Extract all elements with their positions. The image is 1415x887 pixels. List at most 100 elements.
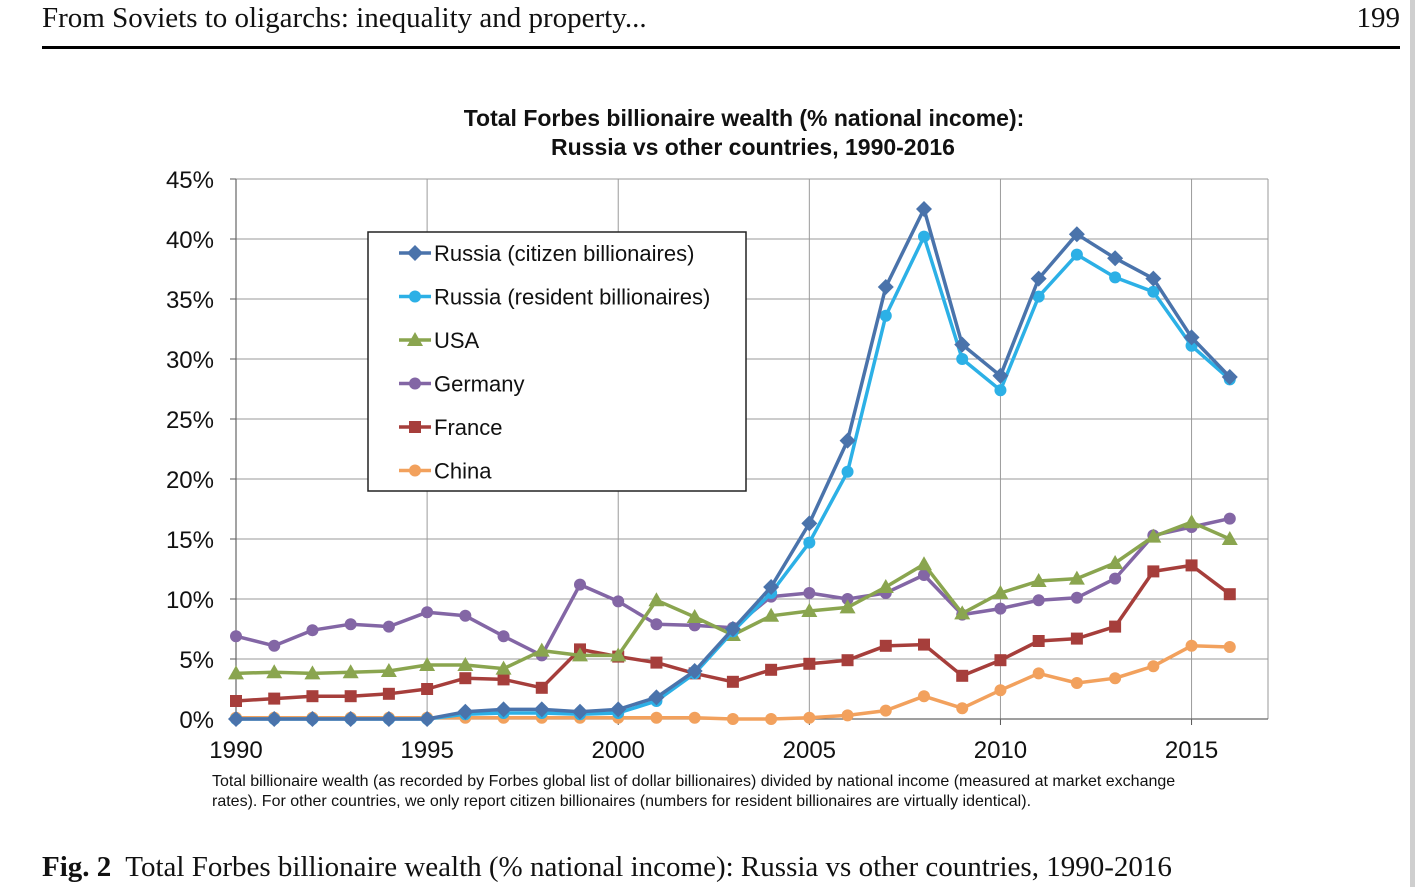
data-point-russia-citizen-billionaires [457, 703, 474, 720]
data-point-russia-resident-billionaires [879, 309, 892, 322]
data-point-germany [574, 578, 586, 591]
data-point-china [765, 713, 778, 725]
data-point-russia-citizen-billionaires [801, 515, 818, 532]
data-point-russia-resident-billionaires [841, 465, 854, 478]
data-point-russia-resident-billionaires [918, 230, 930, 243]
figure-caption-text: Total Forbes billionaire wealth (% natio… [125, 851, 1172, 883]
x-tick-label: 2000 [592, 737, 645, 764]
data-point-france [535, 681, 548, 694]
data-point-russia-citizen-billionaires [304, 711, 321, 727]
data-point-russia-citizen-billionaires [1107, 250, 1124, 267]
data-point-usa [228, 665, 244, 680]
data-point-usa [304, 665, 321, 680]
legend-label-russia-citizen-billionaires: Russia (citizen billionaires) [434, 241, 694, 266]
data-point-china [1070, 677, 1083, 689]
data-point-usa [1221, 531, 1238, 545]
data-point-usa [839, 599, 856, 614]
data-point-russia-citizen-billionaires [877, 279, 894, 295]
data-point-russia-citizen-billionaires [992, 367, 1009, 384]
data-point-france [726, 675, 739, 688]
data-point-usa [992, 585, 1009, 599]
legend-marker-russia-resident-billionaires [409, 290, 421, 303]
data-point-russia-citizen-billionaires [686, 663, 703, 679]
data-point-france [994, 654, 1007, 667]
data-point-france [1109, 620, 1122, 633]
data-point-usa [763, 607, 780, 622]
legend-label-usa: USA [434, 328, 480, 353]
data-point-germany [382, 620, 395, 633]
x-tick-label: 1995 [400, 737, 453, 764]
data-point-china [1147, 660, 1160, 673]
data-point-russia-citizen-billionaires [916, 201, 932, 217]
data-point-china [918, 690, 930, 703]
data-point-russia-citizen-billionaires [533, 701, 550, 718]
data-point-france [1147, 565, 1160, 578]
x-tick-label: 2010 [974, 737, 1027, 764]
data-point-france [879, 639, 892, 652]
data-point-usa [380, 663, 397, 677]
data-point-france [956, 669, 969, 682]
data-point-china [1109, 672, 1122, 685]
data-point-russia-resident-billionaires [956, 353, 969, 365]
data-point-usa [533, 642, 550, 657]
data-point-russia-citizen-billionaires [1145, 270, 1162, 287]
page-number: 199 [1356, 2, 1401, 34]
y-tick-label: 30% [166, 347, 214, 374]
chart-title-line-2: Russia vs other countries, 1990-2016 [551, 134, 955, 160]
data-point-germany [1223, 512, 1236, 525]
data-point-germany [612, 595, 625, 608]
data-point-usa [648, 592, 665, 607]
figure-label: Fig. 2 [42, 851, 112, 883]
legend-label-china: China [434, 459, 492, 484]
data-point-china [879, 704, 892, 717]
data-point-russia-citizen-billionaires [724, 621, 741, 637]
data-point-france [306, 690, 319, 703]
data-point-france [650, 656, 663, 669]
x-tick-label: 2005 [783, 737, 836, 764]
data-point-germany [1032, 594, 1045, 607]
data-point-usa [916, 556, 932, 571]
data-point-germany [306, 624, 319, 637]
data-point-france [918, 638, 930, 651]
data-point-france [497, 673, 510, 686]
data-point-russia-resident-billionaires [994, 384, 1007, 397]
data-point-usa [457, 657, 474, 671]
page-edge [1410, 0, 1415, 887]
data-point-usa [1107, 555, 1124, 569]
data-point-france [230, 695, 242, 707]
data-point-russia-citizen-billionaires [1183, 329, 1200, 346]
legend-marker-russia-citizen-billionaires [407, 245, 423, 261]
data-point-france [459, 672, 472, 685]
data-point-russia-citizen-billionaires [380, 711, 397, 727]
x-tick-label: 1990 [209, 737, 262, 764]
data-point-usa [266, 664, 283, 679]
data-point-usa [686, 609, 703, 623]
y-tick-label: 25% [166, 407, 214, 434]
data-point-usa [1068, 570, 1085, 585]
data-point-russia-citizen-billionaires [228, 711, 244, 727]
data-point-russia-citizen-billionaires [419, 711, 436, 727]
data-point-china [1185, 639, 1198, 652]
data-point-germany [841, 593, 854, 605]
data-point-germany [459, 609, 472, 622]
data-point-france [1032, 635, 1045, 647]
y-tick-label: 20% [166, 467, 214, 494]
data-point-china [726, 713, 739, 725]
data-point-russia-resident-billionaires [1070, 248, 1083, 261]
running-title: From Soviets to oligarchs: inequality an… [42, 2, 647, 34]
data-point-usa [877, 579, 894, 593]
data-point-germany [421, 606, 434, 619]
data-point-france [268, 692, 281, 705]
chart-note-line-1: Total billionaire wealth (as recorded by… [212, 773, 1175, 790]
data-point-russia-citizen-billionaires [954, 336, 971, 353]
data-point-russia-citizen-billionaires [648, 689, 665, 706]
data-point-germany [497, 630, 510, 643]
data-point-germany [918, 569, 930, 581]
data-point-france [1223, 588, 1236, 601]
chart-title-line-1: Total Forbes billionaire wealth (% natio… [464, 105, 1025, 131]
data-point-germany [268, 639, 281, 652]
y-tick-label: 0% [179, 707, 214, 734]
data-point-france [1185, 559, 1198, 572]
data-point-china [803, 711, 816, 724]
data-point-china [956, 702, 969, 715]
